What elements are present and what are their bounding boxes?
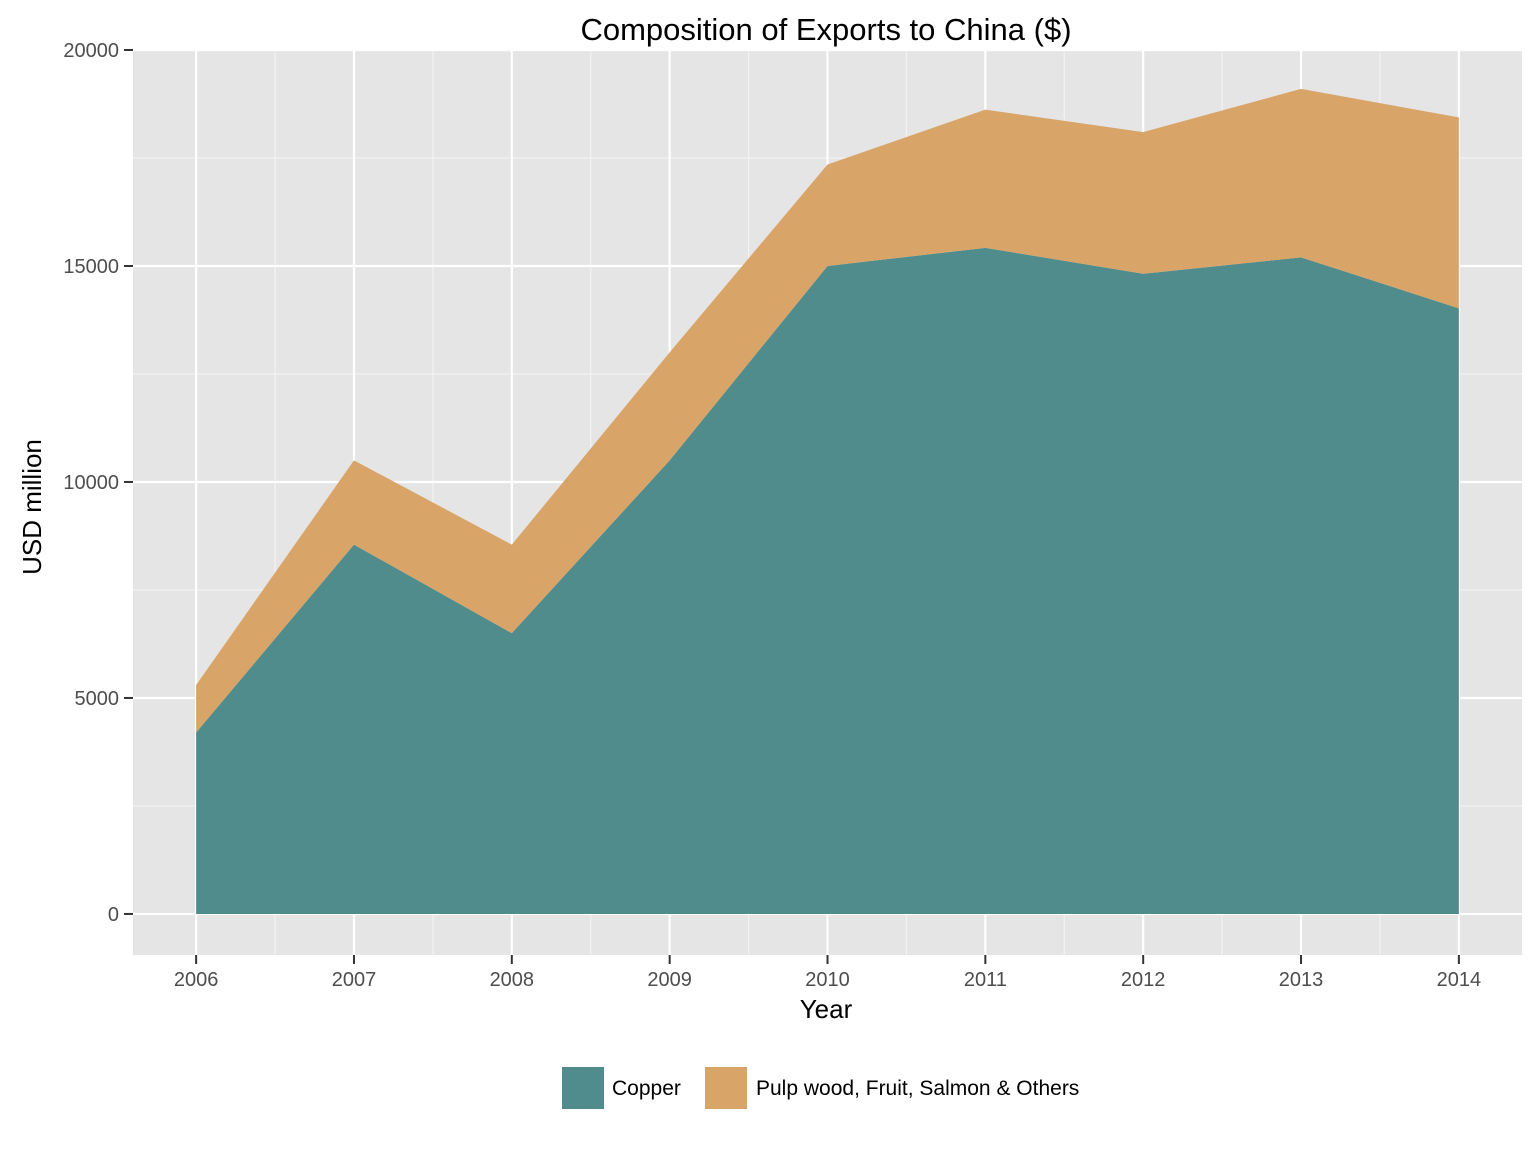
x-tick-label: 2013 — [1279, 969, 1324, 991]
x-tick-label: 2012 — [1121, 969, 1166, 991]
x-axis: 2006 2007 2008 2009 2010 2011 2012 2013 2014 — [174, 955, 1481, 991]
legend-swatch-copper — [562, 1067, 604, 1109]
legend-label-copper: Copper — [612, 1077, 681, 1100]
y-tick-label: 15000 — [63, 256, 119, 278]
x-tick-label: 2010 — [805, 969, 850, 991]
y-tick-label: 10000 — [63, 472, 119, 494]
x-tick-label: 2011 — [964, 969, 1007, 991]
x-tick-label: 2007 — [332, 969, 377, 991]
y-axis-title: USD million — [17, 439, 47, 575]
legend-label-others: Pulp wood, Fruit, Salmon & Others — [756, 1077, 1079, 1100]
x-axis-title: Year — [800, 994, 853, 1024]
chart-title: Composition of Exports to China ($) — [580, 12, 1071, 47]
y-tick-label: 0 — [108, 904, 119, 926]
y-tick-label: 5000 — [75, 688, 120, 710]
area-layers — [196, 88, 1459, 914]
y-tick-label: 20000 — [63, 40, 119, 62]
legend-swatch-others — [705, 1067, 747, 1109]
x-tick-label: 2009 — [647, 969, 692, 991]
y-axis: 0 5000 10000 15000 20000 — [63, 40, 133, 926]
x-tick-label: 2006 — [174, 969, 219, 991]
x-tick-label: 2014 — [1437, 969, 1482, 991]
area-series-0 — [196, 247, 1459, 914]
x-tick-label: 2008 — [490, 969, 535, 991]
legend: Copper Pulp wood, Fruit, Salmon & Others — [562, 1067, 1079, 1109]
area-series-1 — [196, 88, 1459, 733]
